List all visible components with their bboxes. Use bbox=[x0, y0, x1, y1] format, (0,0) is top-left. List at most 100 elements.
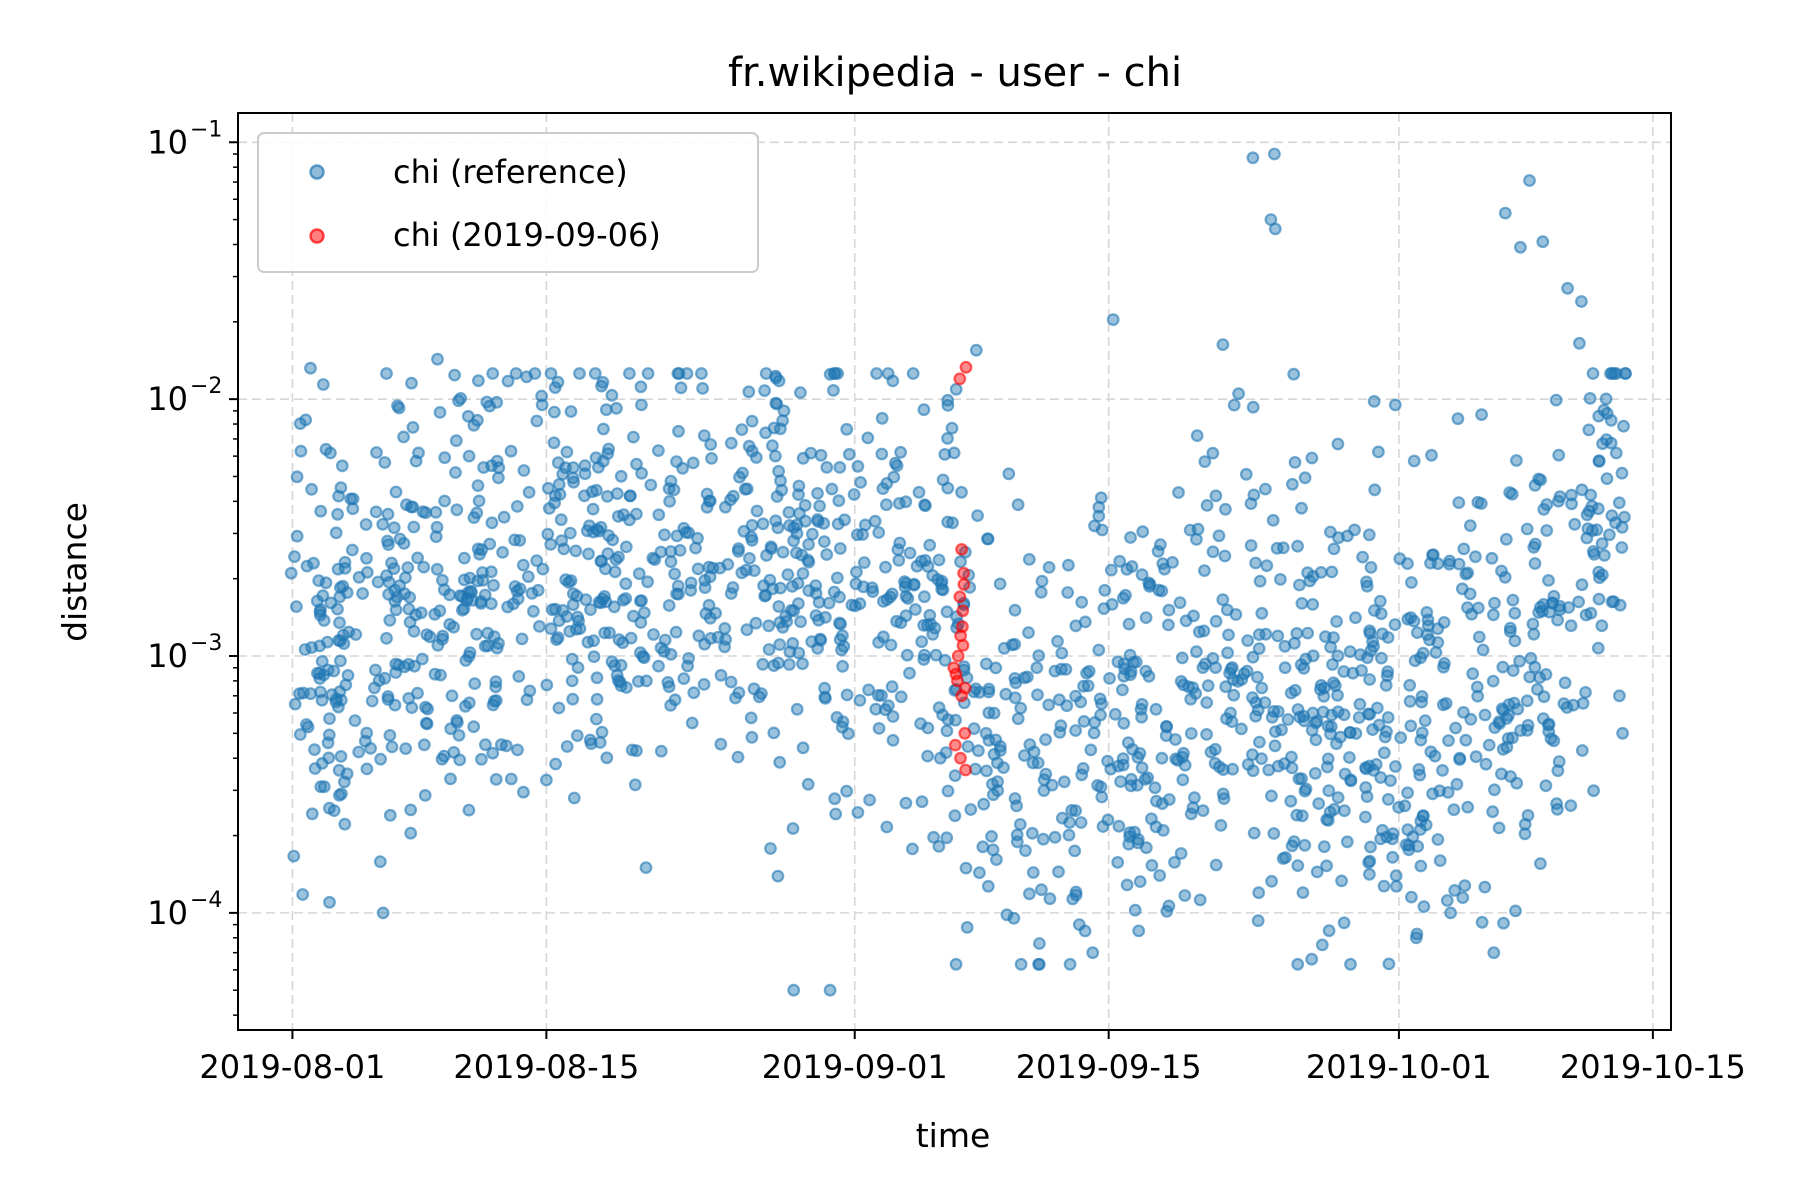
reference-point bbox=[378, 456, 392, 469]
reference-point bbox=[1034, 883, 1048, 897]
reference-point bbox=[1322, 784, 1336, 798]
y-axis: 10−110−210−310−4 bbox=[147, 117, 238, 1016]
reference-point bbox=[567, 791, 581, 805]
reference-point bbox=[1113, 554, 1127, 568]
reference-point bbox=[1343, 645, 1357, 658]
reference-point bbox=[1337, 804, 1351, 818]
reference-point bbox=[1158, 562, 1171, 576]
reference-point bbox=[1054, 662, 1068, 676]
reference-point bbox=[652, 659, 665, 673]
reference-point bbox=[850, 565, 863, 579]
reference-point bbox=[680, 367, 694, 380]
reference-point bbox=[637, 651, 651, 665]
reference-point bbox=[1063, 816, 1076, 829]
reference-point bbox=[301, 720, 315, 734]
reference-point bbox=[569, 544, 583, 558]
reference-point bbox=[335, 459, 349, 473]
reference-point bbox=[1106, 313, 1120, 327]
reference-point bbox=[948, 769, 962, 782]
reference-point bbox=[1285, 839, 1299, 853]
reference-point bbox=[1291, 957, 1305, 971]
reference-point bbox=[776, 545, 790, 559]
reference-point bbox=[1246, 151, 1260, 165]
reference-point bbox=[1530, 683, 1544, 696]
reference-point bbox=[1327, 676, 1340, 690]
reference-point bbox=[714, 668, 728, 682]
reference-point bbox=[1424, 556, 1437, 570]
legend-label-highlight: chi (2019-09-06) bbox=[393, 216, 661, 254]
reference-point bbox=[530, 414, 544, 428]
reference-point bbox=[1404, 611, 1418, 624]
reference-point bbox=[726, 489, 740, 503]
reference-point bbox=[1572, 595, 1585, 609]
reference-point bbox=[1258, 482, 1272, 496]
reference-point bbox=[1331, 791, 1345, 804]
reference-point bbox=[1178, 889, 1192, 902]
reference-point bbox=[515, 632, 529, 646]
reference-point bbox=[1252, 735, 1266, 749]
reference-point bbox=[1586, 367, 1600, 380]
reference-point bbox=[1520, 522, 1534, 536]
highlight-point bbox=[956, 620, 969, 634]
reference-point bbox=[332, 489, 346, 503]
reference-point bbox=[1115, 683, 1129, 697]
reference-point bbox=[1374, 651, 1388, 665]
reference-point bbox=[312, 574, 326, 587]
reference-point bbox=[527, 604, 540, 618]
reference-point bbox=[1590, 523, 1604, 537]
reference-point bbox=[1367, 764, 1380, 777]
reference-point bbox=[323, 895, 336, 909]
reference-point bbox=[1532, 472, 1545, 486]
reference-point bbox=[1142, 576, 1156, 590]
reference-point bbox=[1506, 593, 1520, 607]
reference-point bbox=[1401, 823, 1415, 837]
reference-point bbox=[429, 530, 443, 544]
reference-point bbox=[571, 610, 584, 624]
reference-point bbox=[399, 742, 413, 755]
reference-point bbox=[388, 594, 402, 608]
reference-point bbox=[818, 681, 831, 695]
reference-point bbox=[635, 466, 648, 480]
reference-point bbox=[823, 983, 837, 997]
reference-point bbox=[1479, 757, 1493, 771]
reference-point bbox=[1552, 755, 1566, 768]
reference-point bbox=[1358, 810, 1372, 824]
reference-point bbox=[1301, 626, 1315, 640]
reference-point bbox=[566, 461, 580, 475]
reference-point bbox=[381, 507, 395, 521]
reference-point bbox=[459, 699, 472, 713]
reference-point bbox=[787, 521, 801, 534]
reference-point bbox=[1042, 561, 1056, 574]
reference-point bbox=[595, 725, 609, 739]
reference-point bbox=[1051, 634, 1064, 648]
reference-point bbox=[545, 603, 559, 617]
reference-point bbox=[1335, 874, 1348, 888]
reference-point bbox=[487, 578, 500, 592]
reference-point bbox=[993, 577, 1007, 591]
reference-point bbox=[1023, 738, 1037, 751]
reference-point bbox=[1564, 799, 1578, 812]
reference-point bbox=[1222, 628, 1235, 642]
highlight-point bbox=[956, 639, 970, 652]
reference-point bbox=[1533, 600, 1547, 614]
reference-point bbox=[817, 535, 831, 548]
reference-point bbox=[556, 604, 570, 617]
reference-point bbox=[1360, 790, 1374, 803]
reference-point bbox=[1191, 522, 1205, 536]
reference-point bbox=[1226, 673, 1240, 686]
reference-point bbox=[1310, 865, 1324, 879]
reference-point bbox=[1330, 615, 1343, 628]
reference-point bbox=[1160, 720, 1173, 734]
reference-point bbox=[623, 367, 636, 380]
reference-point bbox=[1500, 712, 1514, 725]
scatter-points bbox=[284, 147, 1632, 997]
reference-point bbox=[1575, 483, 1589, 497]
reference-point bbox=[535, 389, 548, 403]
reference-point bbox=[402, 657, 415, 671]
reference-point bbox=[1014, 701, 1028, 715]
reference-point bbox=[1379, 678, 1393, 692]
reference-point bbox=[750, 504, 764, 518]
reference-point bbox=[373, 855, 387, 869]
reference-point bbox=[1218, 502, 1232, 516]
reference-point bbox=[298, 643, 312, 656]
